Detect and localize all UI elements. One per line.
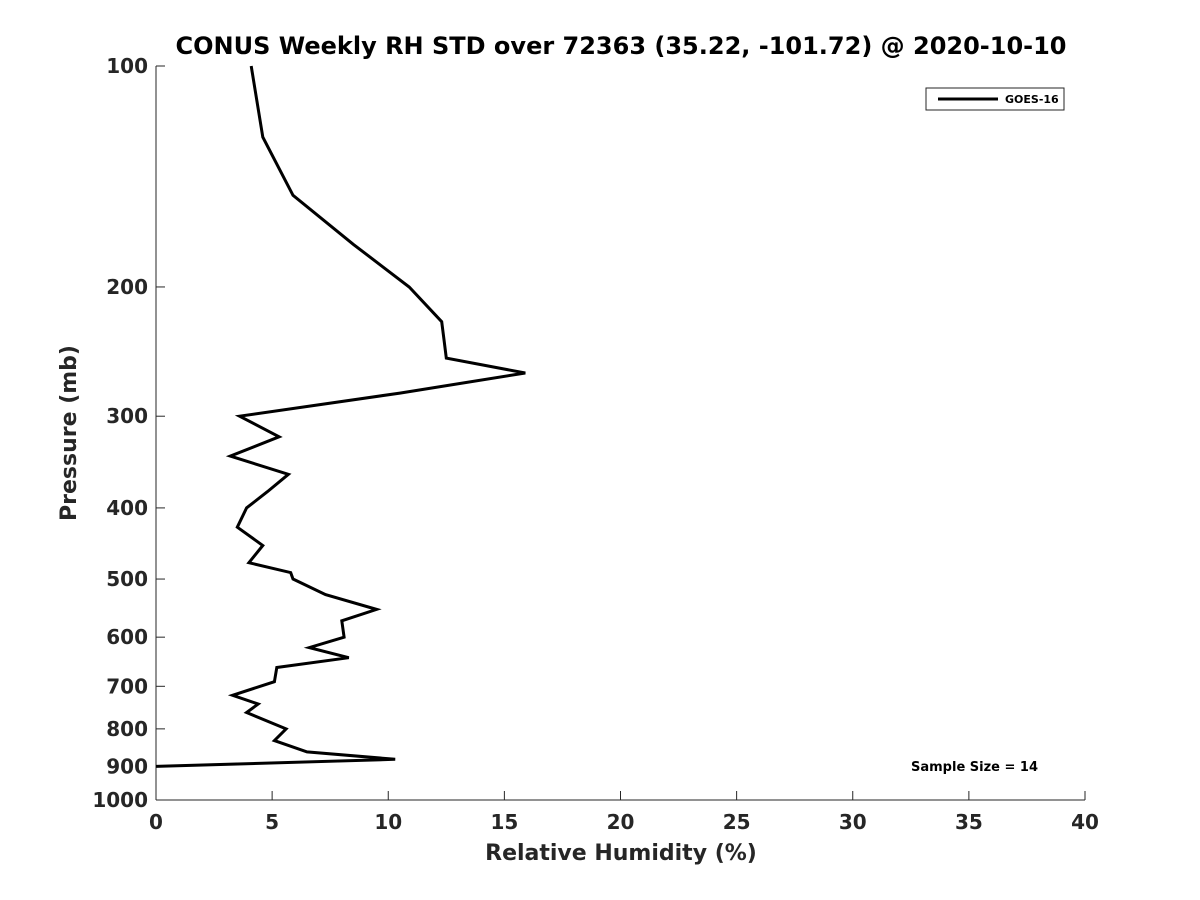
x-tick-label: 20 [607,810,635,834]
series-group [155,65,526,768]
legend-label: GOES-16 [1005,93,1059,106]
x-tick-label: 30 [839,810,867,834]
y-tick-label: 300 [106,404,148,428]
x-ticks: 0 5 10 15 20 25 30 35 40 [149,791,1099,834]
y-tick-label: 500 [106,567,148,591]
x-tick-label: 35 [955,810,983,834]
x-tick-label: 25 [723,810,751,834]
y-tick-label: 100 [106,54,148,78]
x-tick-label: 10 [374,810,402,834]
sample-size-annotation: Sample Size = 14 [911,760,1038,775]
x-tick-label: 0 [149,810,163,834]
y-tick-label: 900 [106,754,148,778]
y-axis-label: Pressure (mb) [57,345,82,521]
y-tick-label: 700 [106,674,148,698]
legend: GOES-16 [925,87,1065,111]
y-tick-label: 600 [106,625,148,649]
series-line-goes-16 [155,65,526,768]
chart-title: CONUS Weekly RH STD over 72363 (35.22, -… [175,32,1066,60]
x-axis-label: Relative Humidity (%) [485,841,757,866]
y-tick-label: 800 [106,717,148,741]
x-tick-label: 40 [1071,810,1099,834]
y-ticks: 100 200 300 400 500 600 700 800 900 1000 [92,54,165,812]
x-tick-label: 5 [265,810,279,834]
y-tick-label: 1000 [92,788,148,812]
axes [155,66,1085,801]
y-tick-label: 400 [106,496,148,520]
y-tick-label: 200 [106,275,148,299]
x-tick-label: 15 [490,810,518,834]
